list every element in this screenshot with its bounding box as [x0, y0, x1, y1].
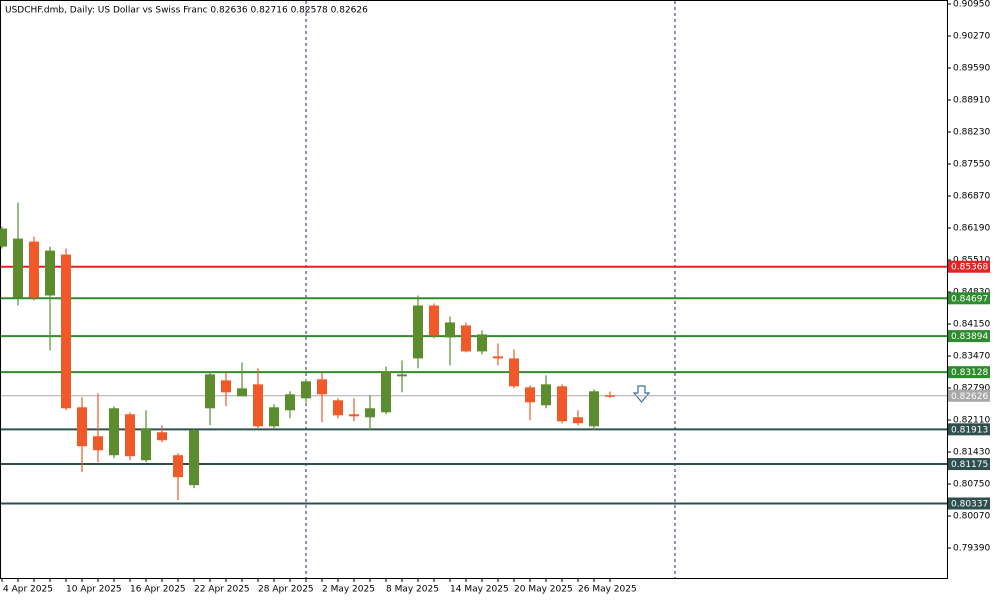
level-label: 0.84697	[951, 294, 988, 304]
sell-arrow	[632, 385, 651, 403]
y-tick-label: 0.87550	[953, 160, 990, 170]
candle-body	[269, 407, 279, 427]
y-tick-label: 0.82790	[953, 384, 990, 394]
candle-body	[461, 325, 471, 352]
candle-body	[61, 254, 71, 409]
y-tick-label: 0.80070	[953, 512, 990, 522]
candle-body	[573, 417, 583, 424]
candle-body	[541, 384, 551, 406]
y-tick-label: 0.89590	[953, 64, 990, 74]
y-tick-label: 0.83470	[953, 352, 990, 362]
candle-body	[0, 228, 7, 247]
candle-body	[317, 379, 327, 395]
candle-body	[45, 250, 55, 296]
candle-body	[605, 395, 615, 397]
candle-body	[525, 387, 535, 403]
x-tick-label: 16 Apr 2025	[130, 585, 186, 595]
level-label-box	[948, 458, 990, 471]
x-tick-label: 20 May 2025	[514, 585, 573, 595]
x-tick-label: 22 Apr 2025	[194, 585, 250, 595]
level-label: 0.81913	[951, 425, 988, 435]
candle-body	[429, 305, 439, 336]
level-label: 0.80337	[951, 499, 988, 509]
x-tick-label: 10 Apr 2025	[66, 585, 122, 595]
candle-body	[221, 380, 231, 393]
candle-body	[13, 238, 23, 298]
level-label-box	[948, 260, 990, 273]
x-tick-label: 4 Apr 2025	[3, 585, 53, 595]
y-tick-label: 0.85510	[953, 256, 990, 266]
candle-body	[557, 386, 567, 422]
y-tick-label: 0.90270	[953, 32, 990, 42]
level-label-box	[948, 292, 990, 305]
candle-body	[301, 381, 311, 399]
candle-body	[125, 414, 135, 457]
x-tick-label: 14 May 2025	[450, 585, 509, 595]
x-tick-label: 28 Apr 2025	[258, 585, 314, 595]
y-tick-label: 0.86870	[953, 192, 990, 202]
candle-body	[413, 305, 423, 359]
chart-title: USDCHF.dmb, Daily: US Dollar vs Swiss Fr…	[5, 6, 368, 16]
level-label-box	[948, 497, 990, 510]
candle-body	[93, 436, 103, 451]
candle-body	[509, 358, 519, 387]
plot-frame	[0, 0, 948, 579]
candle-body	[285, 394, 295, 411]
candle-body	[77, 407, 87, 447]
candle-body	[333, 400, 343, 416]
y-tick-label: 0.82110	[953, 416, 990, 426]
y-tick-label: 0.79390	[953, 544, 990, 554]
candle-body	[157, 432, 167, 441]
x-tick-label: 8 May 2025	[386, 585, 439, 595]
y-tick-label: 0.80750	[953, 480, 990, 490]
level-label: 0.82626	[951, 392, 988, 402]
candle-body	[349, 414, 359, 417]
candle-body	[445, 322, 455, 338]
level-label-box	[948, 389, 990, 402]
level-label: 0.81175	[951, 460, 988, 470]
y-tick-label: 0.81430	[953, 448, 990, 458]
candle-body	[237, 388, 247, 397]
candle-body	[397, 374, 407, 377]
level-label-box	[948, 366, 990, 379]
candle-body	[253, 384, 263, 427]
y-tick-label: 0.86190	[953, 224, 990, 234]
level-label-box	[948, 330, 990, 343]
candle-body	[477, 334, 487, 352]
candle-body	[381, 371, 391, 413]
candle-body	[493, 356, 503, 359]
y-tick-label: 0.88910	[953, 96, 990, 106]
y-tick-label: 0.90950	[953, 0, 990, 10]
y-tick-label: 0.88230	[953, 128, 990, 138]
y-tick-label: 0.84150	[953, 320, 990, 330]
x-tick-label: 26 May 2025	[578, 585, 637, 595]
level-label-box	[948, 423, 990, 436]
candle-body	[173, 455, 183, 478]
level-label: 0.83128	[951, 368, 988, 378]
candle-body	[109, 408, 119, 456]
level-label: 0.83894	[951, 332, 988, 342]
candle-body	[365, 408, 375, 418]
candle-body	[141, 428, 151, 461]
candle-body	[589, 391, 599, 427]
candle-body	[205, 374, 215, 409]
candle-body	[29, 241, 39, 298]
x-tick-label: 2 May 2025	[322, 585, 375, 595]
marks	[0, 202, 947, 505]
candle-body	[189, 430, 199, 486]
level-label: 0.85368	[951, 263, 988, 273]
